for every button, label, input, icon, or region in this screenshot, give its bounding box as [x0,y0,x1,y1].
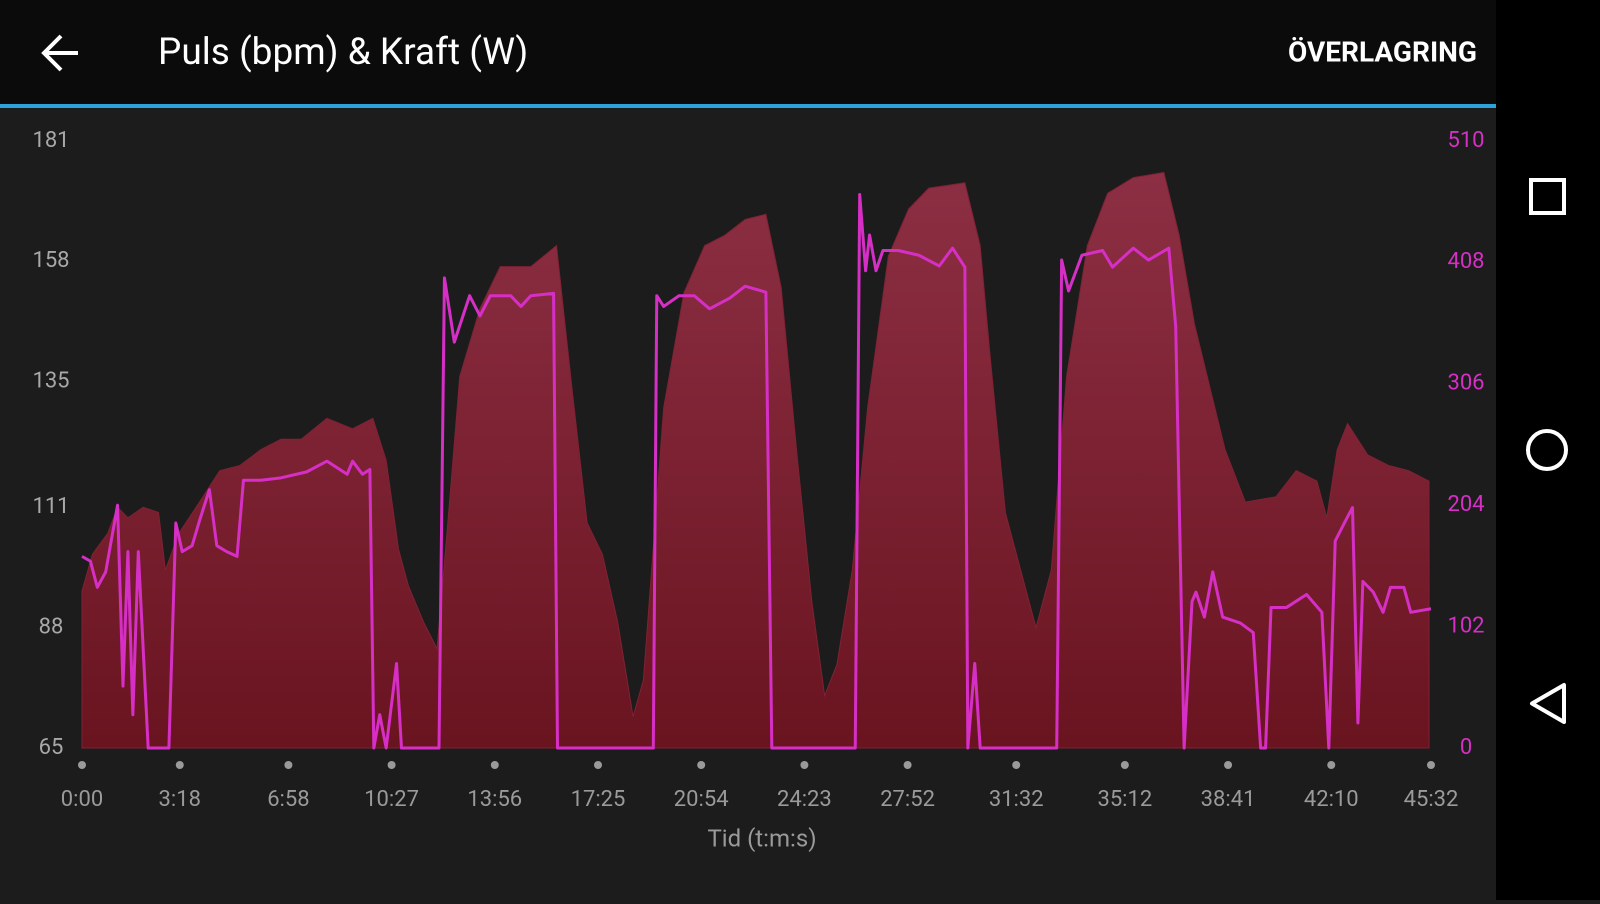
app-bar-accent [0,104,1496,108]
x-tick-label: 24:23 [777,787,832,812]
nav-bar [1496,0,1600,900]
y2-tick-label: 204 [1447,492,1484,517]
y-tick-label: 88 [39,614,64,639]
x-tick-label: 27:52 [880,787,935,812]
y2-tick-label: 306 [1447,371,1484,396]
x-tick-dot [903,761,912,769]
x-tick-dot [800,761,809,769]
recents-button[interactable] [1529,178,1566,215]
power-line [81,193,1432,750]
x-tick-dot [1327,761,1336,769]
y2-tick-label: 408 [1447,249,1484,274]
x-tick-label: 45:32 [1404,787,1459,812]
y-tick-label: 158 [32,248,69,273]
y-tick-label: 135 [32,369,69,394]
x-tick-dot [1224,761,1233,769]
x-tick-label: 10:27 [364,787,419,812]
x-tick-dot [1427,761,1435,769]
x-tick-dot [490,761,499,769]
y2-tick-label: 0 [1460,735,1472,760]
x-tick-dot [1012,761,1021,769]
x-tick-label: 13:56 [467,787,522,812]
x-tick-label: 35:12 [1097,787,1152,812]
x-tick-label: 3:18 [159,787,201,812]
home-button[interactable] [1526,429,1568,471]
plot: 65 88 111 135 158 181 0 102 204 306 408 510 0:00 3:18… [32,128,1484,812]
x-tick-dot [78,761,86,769]
x-axis-title: Tid (t:m:s) [707,824,816,852]
heart-rate-area [81,171,1430,749]
back-button[interactable] [41,34,78,72]
x-tick-label: 0:00 [61,787,103,812]
x-tick-label: 38:41 [1201,787,1256,812]
y-tick-label: 111 [32,494,69,519]
x-tick-label: 6:58 [267,787,309,812]
x-tick-label: 42:10 [1304,787,1359,812]
x-tick-label: 17:25 [571,787,626,812]
x-tick-dot [387,761,396,769]
x-tick-dot [175,761,184,769]
y2-tick-label: 510 [1447,128,1484,153]
overlay-button[interactable]: ÖVERLAGRING [1288,35,1477,68]
x-tick-dot [593,761,602,769]
y2-tick-label: 102 [1447,613,1484,638]
app-bar [0,0,1496,105]
x-tick-dot [1120,761,1129,769]
x-tick-label: 20:54 [674,787,729,812]
x-tick-dot [697,761,706,769]
page-title: Puls (bpm) & Kraft (W) [158,31,528,74]
x-tick-dot [284,761,293,769]
y-tick-label: 181 [32,128,69,153]
y-tick-label: 65 [39,735,64,760]
x-tick-label: 31:32 [989,787,1044,812]
back-nav-button[interactable] [1530,683,1566,724]
